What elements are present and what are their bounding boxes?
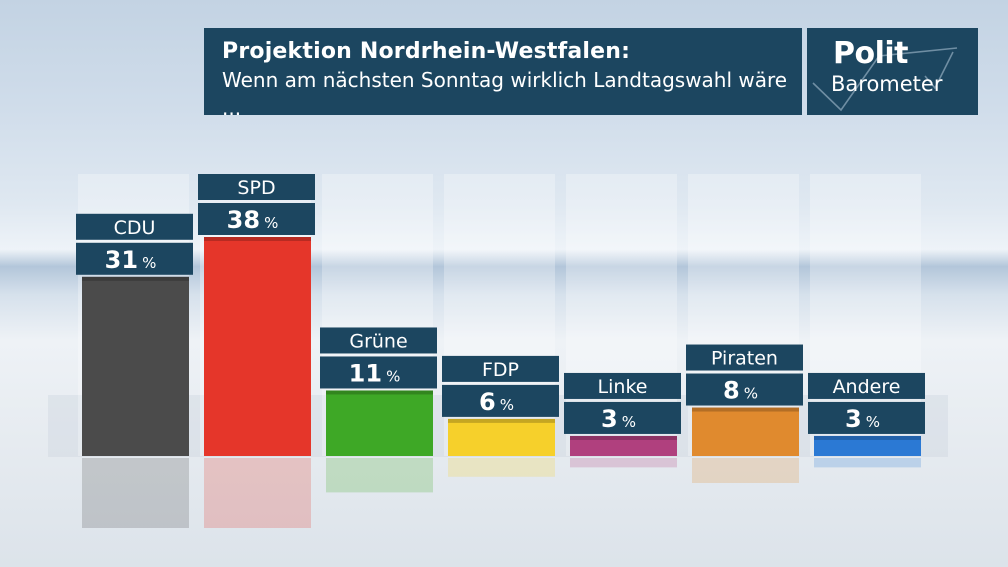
label-box-name-spd (198, 174, 315, 200)
bar-reflection-fdp (448, 458, 555, 477)
bar-linke (570, 438, 677, 456)
bar-andere (814, 438, 921, 456)
header-panel: Projektion Nordrhein-Westfalen: Wenn am … (204, 28, 802, 120)
label-box-value-andere (808, 401, 925, 434)
label-box-value-piraten (686, 373, 803, 406)
label-box-value-spd (198, 203, 315, 235)
bar-reflection-cdu (82, 458, 189, 528)
politbarometer-logo: Polit Barometer (807, 28, 978, 115)
checkmark-icon (812, 47, 958, 112)
party-label-linke: Linke (598, 376, 648, 398)
bar-top-spd (204, 237, 311, 241)
bar-top-andere (814, 435, 921, 440)
party-label-piraten: Piraten (711, 348, 778, 370)
logo-text-line1: Polit (833, 36, 909, 71)
party-label-andere: Andere (833, 376, 901, 398)
chart-title: Projektion Nordrhein-Westfalen: (222, 39, 631, 64)
bar-gruene (326, 393, 433, 456)
party-label-spd: SPD (237, 177, 275, 199)
label-box-value-linke (564, 401, 681, 434)
label-box-name-gruene (320, 327, 437, 354)
label-box-name-fdp (442, 355, 559, 382)
bar-top-fdp (448, 418, 555, 423)
label-box-name-linke (564, 372, 681, 399)
party-label-fdp: FDP (482, 359, 519, 381)
bar-reflection-linke (570, 458, 677, 468)
logo-text-line2: Barometer (831, 72, 943, 96)
bar-reflection-spd (204, 458, 311, 528)
party-label-gruene: Grüne (349, 330, 407, 352)
bar-reflection-gruene (326, 458, 433, 493)
bar-piraten (692, 410, 799, 456)
bar-reflection-piraten (692, 458, 799, 484)
bar-top-piraten (692, 407, 799, 412)
party-label-cdu: CDU (114, 217, 156, 239)
label-box-name-cdu (76, 213, 193, 240)
bar-reflection-andere (814, 458, 921, 468)
label-box-value-gruene (320, 356, 437, 389)
label-box-value-cdu (76, 242, 193, 275)
bar-spd (204, 240, 311, 456)
label-box-name-andere (808, 372, 925, 399)
chart-subtitle: Wenn am nächsten Sonntag wirklich Landta… (222, 68, 788, 120)
label-box-value-fdp (442, 384, 559, 417)
bar-cdu (82, 279, 189, 456)
bar-fdp (448, 421, 555, 456)
bar-top-linke (570, 435, 677, 440)
label-box-name-piraten (686, 344, 803, 371)
bar-top-gruene (326, 390, 433, 395)
bar-top-cdu (82, 276, 189, 281)
